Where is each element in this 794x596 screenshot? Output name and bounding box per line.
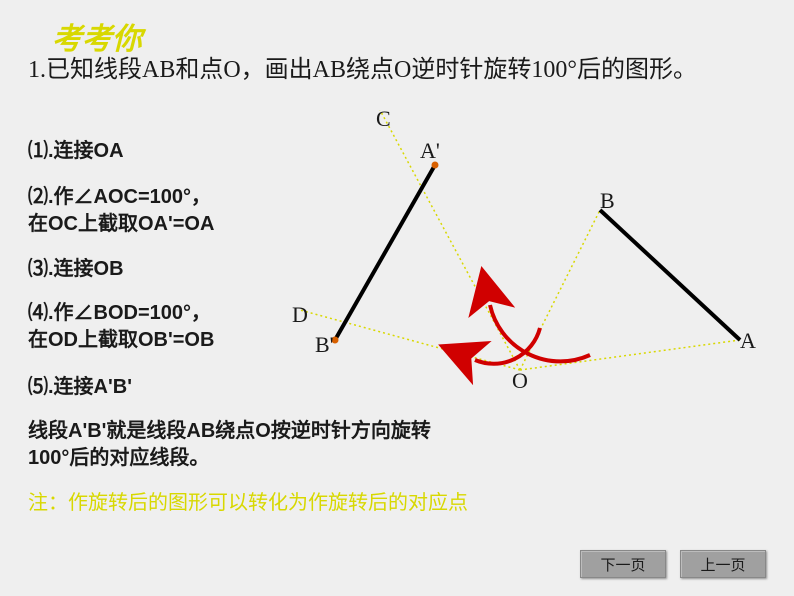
step-5: ⑸.连接A'B' <box>28 374 132 401</box>
question-text: 1.已知线段AB和点O，画出AB绕点O逆时针旋转100°后的图形。 <box>28 54 768 86</box>
label-B: B <box>600 188 615 214</box>
label-A: A <box>740 328 756 354</box>
label-Bprime: B' <box>315 332 334 358</box>
prev-button[interactable]: 上一页 <box>680 550 766 578</box>
label-D: D <box>292 302 308 328</box>
step-3: ⑶.连接OB <box>28 256 124 283</box>
label-C: C <box>376 106 391 132</box>
conclusion: 线段A'B'就是线段AB绕点O按逆时针方向旋转 100°后的对应线段。 <box>28 418 528 472</box>
footnote: 注：作旋转后的图形可以转化为作旋转后的对应点 <box>28 486 468 515</box>
geometry-diagram: O A B C A' B' D <box>280 110 780 410</box>
label-O: O <box>512 368 528 394</box>
step-2: ⑵.作∠AOC=100°， 在OC上截取OA'=OA <box>28 184 214 238</box>
step-1: ⑴.连接OA <box>28 138 124 165</box>
page-title: 考考你 <box>52 14 142 58</box>
next-button[interactable]: 下一页 <box>580 550 666 578</box>
label-Aprime: A' <box>420 138 440 164</box>
step-4: ⑷.作∠BOD=100°， 在OD上截取OB'=OB <box>28 300 214 354</box>
